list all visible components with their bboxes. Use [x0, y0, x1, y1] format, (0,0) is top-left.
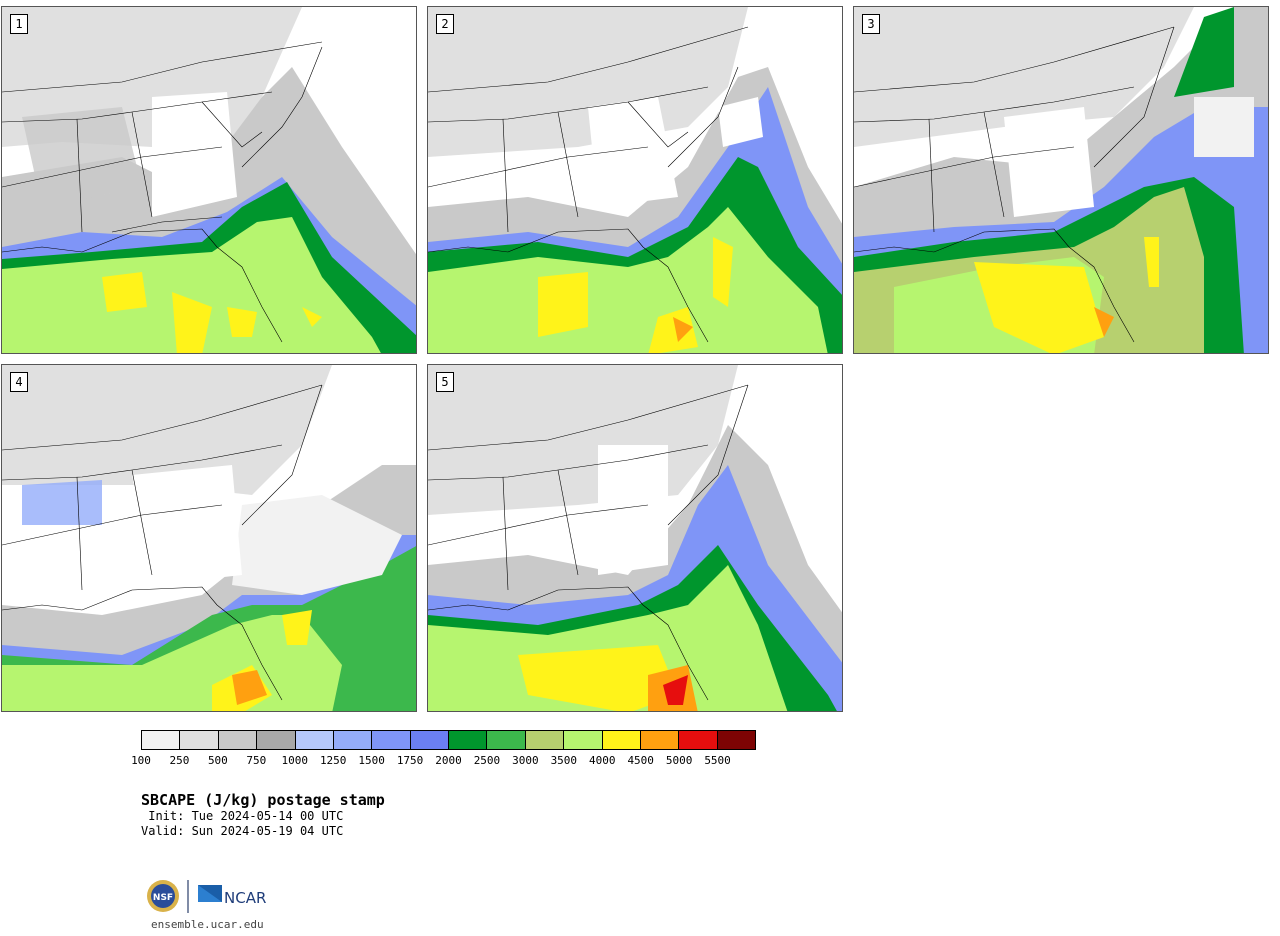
- colorbar-segment: [564, 731, 603, 749]
- colorbar-tick-label: 2000: [435, 754, 462, 767]
- colorbar-tick-label: 2500: [473, 754, 501, 767]
- colorbar-segment: [180, 731, 219, 749]
- colorbar-segment: [717, 731, 755, 749]
- colorbar-segment: [487, 731, 526, 749]
- colorbar-tick-label: 3500: [550, 754, 578, 767]
- valid-time: Valid: Sun 2024-05-19 04 UTC: [141, 824, 344, 838]
- state-borders: [428, 384, 749, 701]
- colorbar-tick-label: 4000: [589, 754, 616, 767]
- panel-label: 5: [436, 372, 454, 392]
- colorbar-tick-label: 1000: [281, 754, 309, 767]
- state-borders: [428, 26, 749, 343]
- colorbar-ticks: 100 250 500 750 1000 1250 1500 1750 2000 2500 3000…: [131, 754, 756, 770]
- colorbar-segment: [295, 731, 334, 749]
- colorbar-tick-label: 4500: [627, 754, 654, 767]
- stamp-panel-5: 5: [427, 364, 843, 712]
- colorbar-tick-label: 100: [131, 754, 151, 767]
- colorbar-tick-label: 5000: [665, 754, 693, 767]
- cape-fill: [854, 7, 1268, 353]
- init-time: Init: Tue 2024-05-14 00 UTC: [141, 809, 344, 823]
- map-canvas: [2, 7, 416, 353]
- ncar-logo-text: NCAR: [224, 889, 266, 907]
- colorbar-tick-label: 3000: [512, 754, 539, 767]
- nsf-logo-text: NSF: [153, 893, 173, 903]
- colorbar-segment: [525, 731, 565, 749]
- nsf-ncar-logo-icon: NSF NCAR: [147, 880, 266, 913]
- panel-label: 2: [436, 14, 454, 34]
- colorbar-segment: [333, 731, 373, 749]
- map-canvas: [428, 7, 842, 353]
- colorbar-tick-label: 1750: [396, 754, 424, 767]
- product-title: SBCAPE (J/kg) postage stamp: [141, 791, 385, 809]
- cape-fill: [428, 7, 842, 353]
- stamp-panel-3: 3: [853, 6, 1269, 354]
- panel-label: 1: [10, 14, 28, 34]
- colorbar-segment: [257, 731, 296, 749]
- cape-fill: [2, 7, 416, 353]
- colorbar-segment: [410, 731, 449, 749]
- colorbar-tick-label: 250: [169, 754, 190, 767]
- colorbar-tick-label: 1250: [319, 754, 347, 767]
- sponsor-logos: NSF NCAR: [144, 877, 274, 917]
- stamp-panel-1: 1: [1, 6, 417, 354]
- site-url: ensemble.ucar.edu: [151, 918, 264, 931]
- colorbar-tick-label: 750: [246, 754, 267, 767]
- map-canvas: [2, 365, 416, 711]
- colorbar: [141, 730, 756, 750]
- stamp-panel-2: 2: [427, 6, 843, 354]
- colorbar-tick-label: 1500: [358, 754, 385, 767]
- stamp-panel-4: 4: [1, 364, 417, 712]
- colorbar-segment: [640, 731, 680, 749]
- panel-label: 3: [862, 14, 880, 34]
- colorbar-tick-label: 500: [207, 754, 228, 767]
- map-canvas: [854, 7, 1268, 353]
- state-borders: [854, 26, 1175, 343]
- colorbar-segment: [449, 731, 488, 749]
- state-borders: [2, 384, 323, 701]
- cape-fill: [428, 365, 842, 711]
- cape-fill: [2, 365, 416, 711]
- state-borders: [2, 41, 323, 343]
- colorbar-tick-label: 5500: [704, 754, 731, 767]
- colorbar-segment: [142, 731, 181, 749]
- panel-label: 4: [10, 372, 28, 392]
- colorbar-segment: [372, 731, 411, 749]
- map-canvas: [428, 365, 842, 711]
- colorbar-segment: [218, 731, 258, 749]
- colorbar-segment: [602, 731, 641, 749]
- colorbar-segment: [679, 731, 718, 749]
